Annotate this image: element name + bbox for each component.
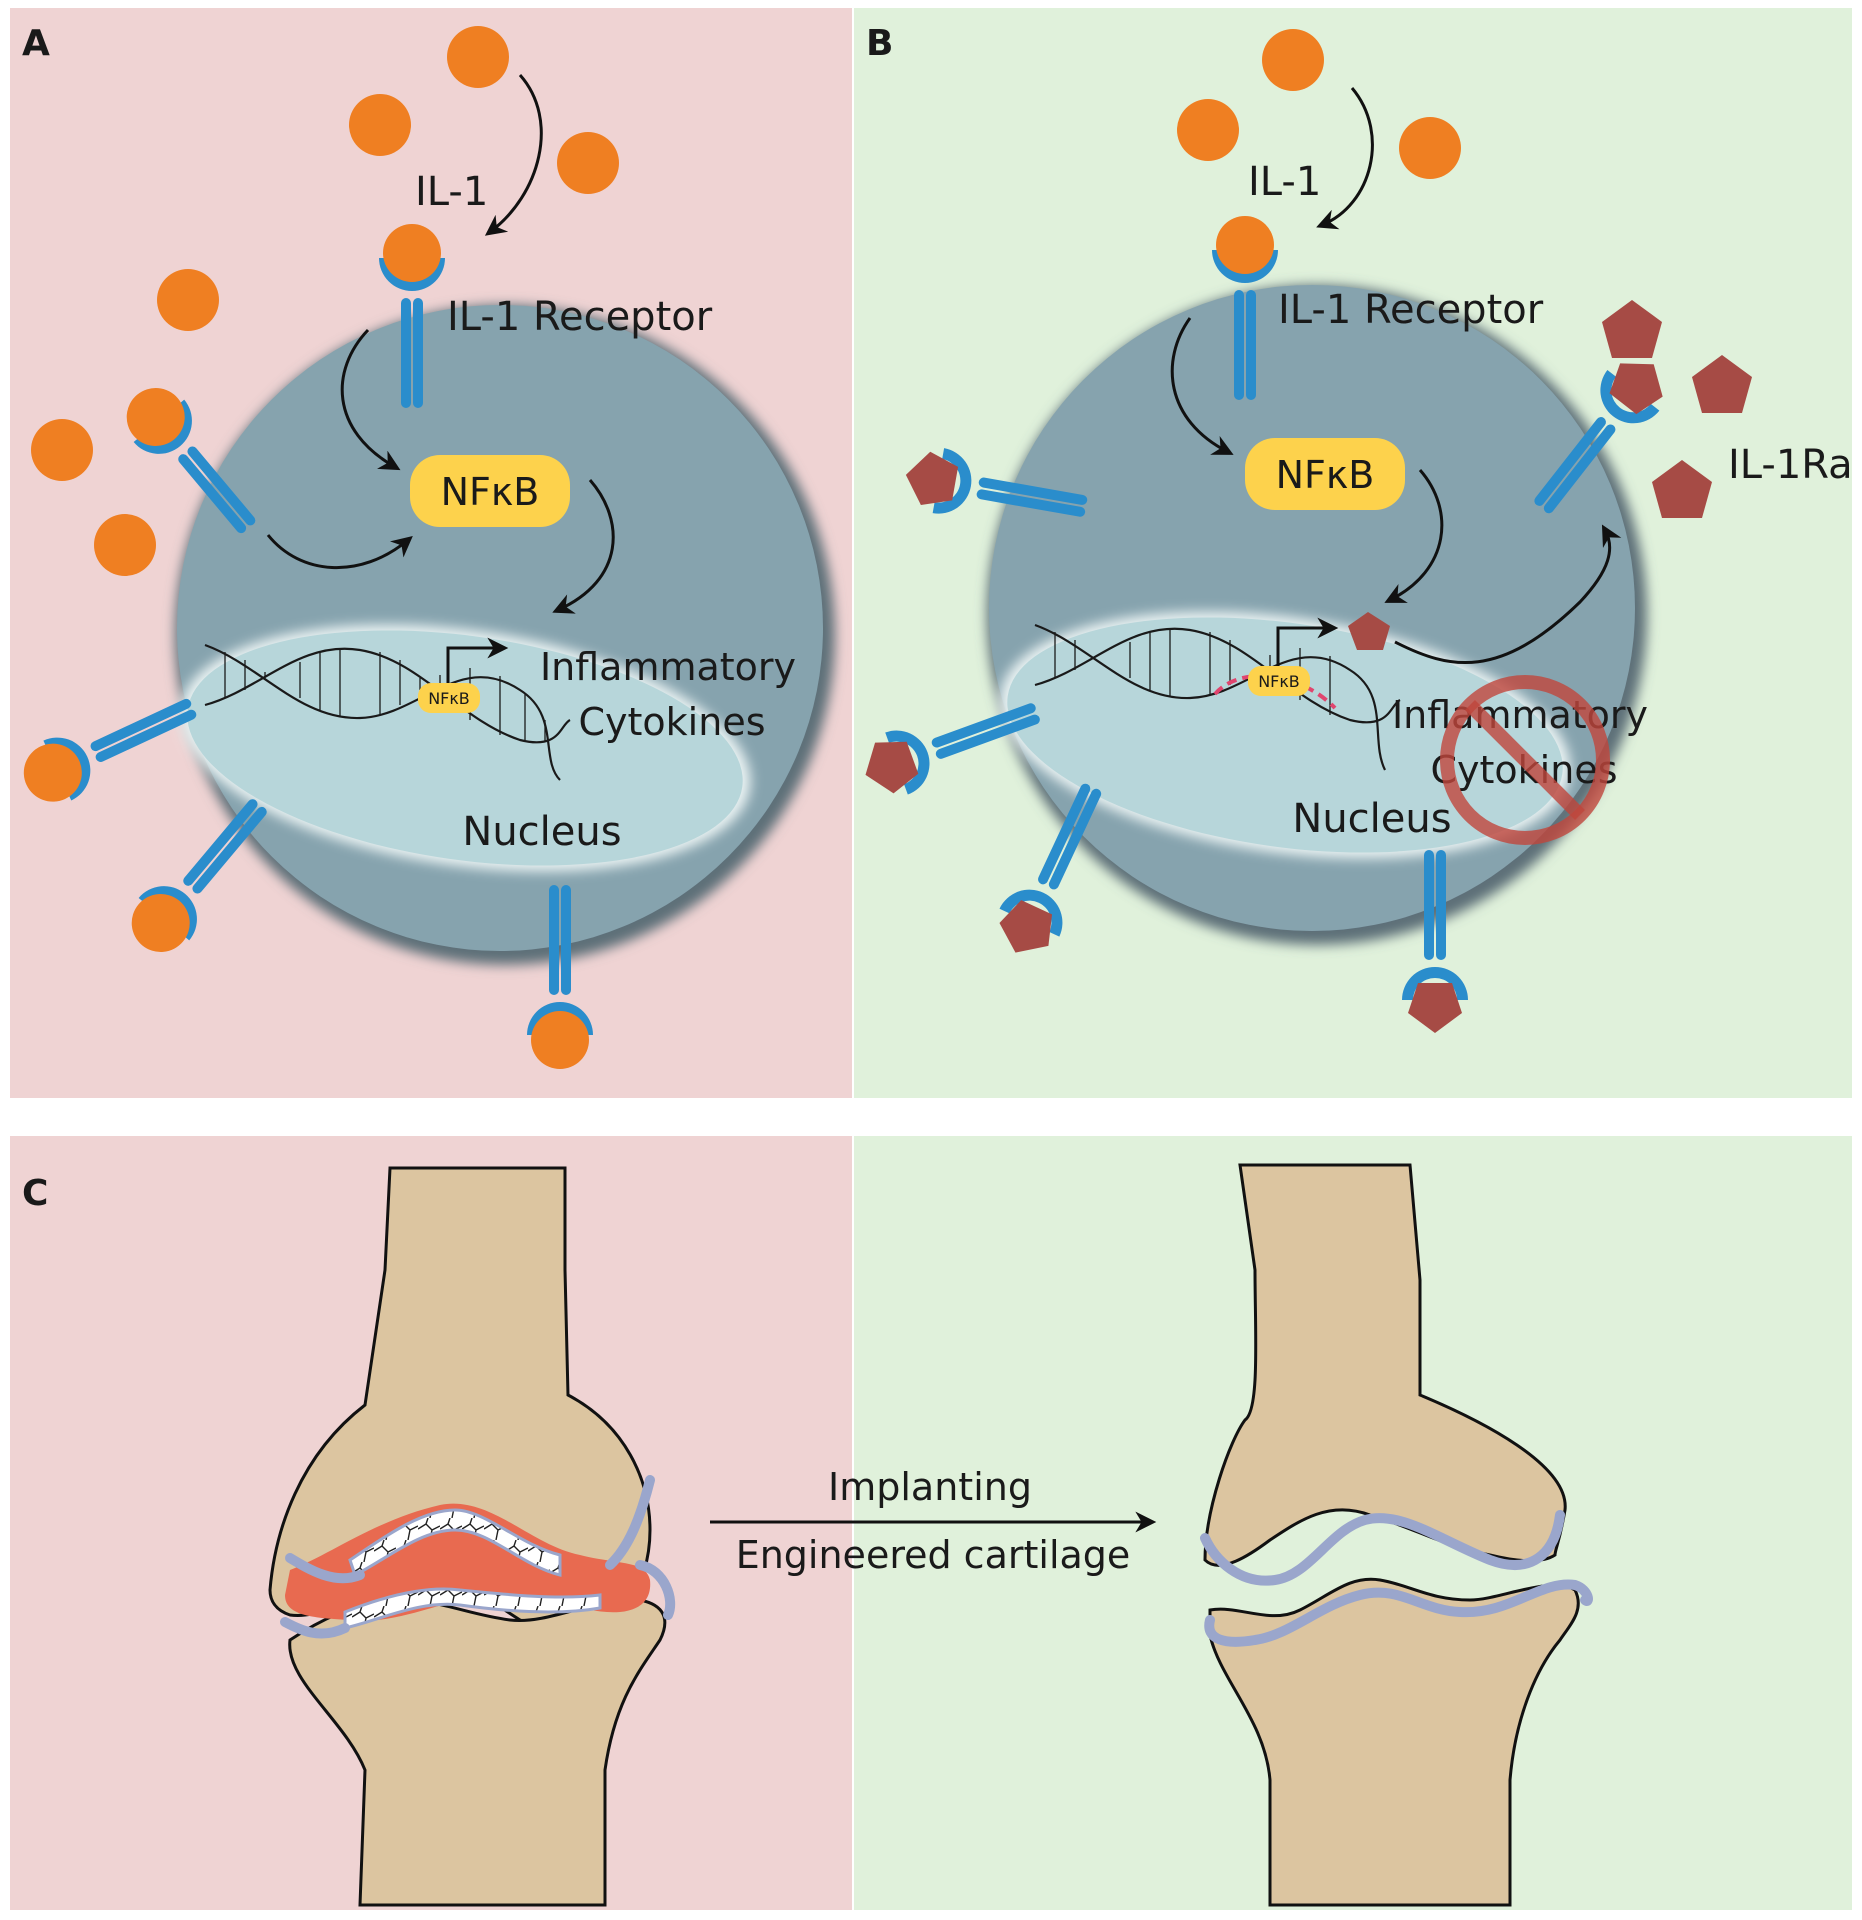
il1-molecule: [1399, 117, 1461, 179]
cartilage-edge: [635, 1560, 676, 1620]
cartilage-edge: [280, 1617, 350, 1639]
il1-molecule: [157, 269, 219, 331]
receptor-with-il1: [379, 224, 445, 408]
receptor-with-il1: [1212, 216, 1278, 400]
nfkb-to-nucleus-arrow: [552, 479, 615, 614]
il1-molecule: [31, 419, 93, 481]
receptor-with-il1ra: [1402, 850, 1468, 1033]
nfkb-bound-label: NFκB: [428, 689, 470, 708]
il1-molecule: [1262, 29, 1324, 91]
damaged-cartilage-upper: [348, 1508, 562, 1578]
cartilage-layer-upper: [1200, 1510, 1565, 1586]
nfkb-to-nucleus-arrow: [1384, 469, 1444, 603]
blocked-cytokines-sign: [1440, 675, 1610, 845]
free-il1-molecules: [31, 26, 619, 576]
cytokine-label-line1: Inflammatory: [540, 645, 796, 689]
receptor-with-il1ra: [905, 448, 1088, 517]
il1-molecule: [1177, 99, 1239, 161]
il1-molecule: [447, 26, 509, 88]
produced-il1ra: [1348, 612, 1390, 650]
cytokine-label-line2: Cytokines: [579, 700, 766, 744]
receptor-label: IL-1 Receptor: [447, 294, 713, 340]
transcription-arrow: [446, 637, 509, 683]
receptor-with-il1: [23, 698, 197, 802]
receptor-with-il1: [131, 799, 267, 952]
free-il1-molecules: [1177, 29, 1461, 179]
nfkb-bound-badge: [418, 683, 480, 713]
transcription-arrow: [1276, 617, 1339, 666]
nfkb-badge: [410, 455, 570, 527]
nucleus: [187, 630, 743, 866]
cartilage-edge: [605, 1475, 655, 1570]
nucleus-label: Nucleus: [462, 809, 621, 855]
il1ra-molecule: [1602, 300, 1662, 358]
panel-b-letter: B: [866, 23, 893, 64]
panel-a-letter: A: [22, 23, 50, 64]
receptor-label: IL-1 Receptor: [1278, 287, 1544, 333]
il1-molecule: [557, 132, 619, 194]
panel-a: A NFκB NFκB: [22, 23, 835, 1069]
il1-binding-arrow: [1316, 87, 1374, 230]
cartilage-edge: [285, 1553, 365, 1584]
receptor-with-il1ra: [865, 703, 1040, 795]
cartilage-layer-lower: [1204, 1579, 1593, 1647]
implant-arrow-label-line1: Implanting: [828, 1465, 1032, 1509]
inflamed-joint: [268, 1166, 676, 1907]
il1-molecule: [349, 94, 411, 156]
blocked-promoter-dash: [1213, 674, 1337, 710]
receptor-signal-arrow: [1170, 317, 1234, 455]
il1ra-secretion-arrow: [1394, 524, 1622, 664]
nfkb-bound-badge: [1248, 666, 1310, 696]
il1-binding-arrow: [484, 74, 543, 236]
healthy-joint: [1200, 1163, 1593, 1907]
il1ra-molecule: [1652, 460, 1712, 518]
receptor-with-il1: [527, 885, 593, 1069]
dna-helix: [204, 643, 571, 781]
panel-c: C Implanting Engineered cartilage: [22, 1163, 1593, 1907]
il1-label: IL-1: [415, 169, 488, 215]
il1ra-molecule: [1692, 355, 1752, 413]
nfkb-bound-label: NFκB: [1258, 672, 1300, 691]
receptor-with-il1ra: [1534, 363, 1663, 514]
panel-b: B NFκB NFκB: [865, 23, 1853, 1033]
implant-arrow-label-line2: Engineered cartilage: [736, 1533, 1131, 1577]
damaged-cartilage-lower: [343, 1587, 602, 1630]
panel-c-letter: C: [22, 1173, 48, 1214]
nucleus-label: Nucleus: [1292, 796, 1451, 842]
receptor-with-il1: [126, 388, 256, 534]
nfkb-badge: [1245, 438, 1405, 510]
il1-molecule: [94, 514, 156, 576]
cytokine-label-line1: Inflammatory: [1392, 693, 1648, 737]
nfkb-label: NFκB: [1276, 453, 1375, 497]
nfkb-label: NFκB: [441, 470, 540, 514]
receptor-signal-arrow-2: [266, 534, 413, 569]
il1ra-label: IL-1Ra: [1728, 442, 1853, 488]
receptor-with-il1ra: [999, 783, 1102, 953]
free-il1ra-molecules: [1602, 300, 1752, 518]
receptor-signal-arrow: [340, 328, 401, 471]
nucleus: [1007, 617, 1563, 853]
inflamed-synovium: [285, 1503, 651, 1621]
il1-label: IL-1: [1248, 159, 1321, 205]
